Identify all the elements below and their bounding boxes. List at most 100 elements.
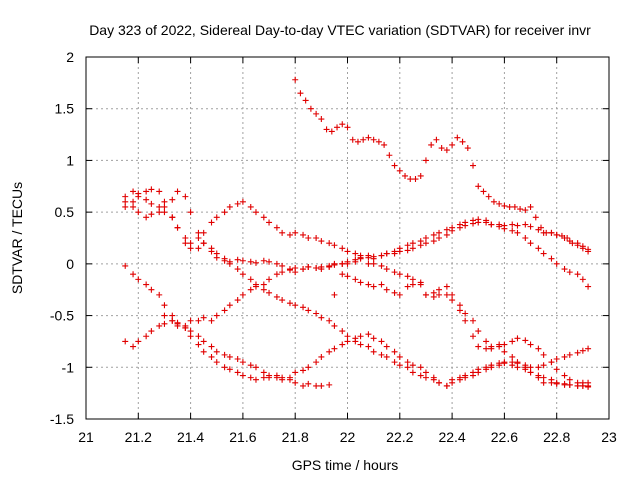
data-point [483,345,490,352]
data-point [470,333,477,340]
data-point [449,376,456,383]
data-point [247,203,254,210]
y-axis-label: SDTVAR / TECUs [9,182,25,294]
data-point [540,379,547,386]
data-point [462,222,469,229]
data-point [135,276,142,283]
data-point [208,317,215,324]
data-point [169,317,176,324]
data-point [326,317,333,324]
data-point [456,224,463,231]
data-point [326,381,333,388]
data-point [422,291,429,298]
data-point [496,223,503,230]
data-point [313,264,320,271]
data-point [365,331,372,338]
data-point [391,269,398,276]
data-point [182,235,189,241]
data-point [422,240,429,247]
data-point [449,291,456,298]
series-B [122,186,592,386]
data-point [365,134,372,141]
data-point [313,382,320,389]
data-point [402,172,409,179]
data-point [252,281,259,288]
data-point [404,364,411,371]
data-point [354,138,361,145]
data-point [266,372,273,379]
data-point [527,369,534,376]
data-point [208,343,215,350]
data-point [566,351,573,358]
data-point [182,240,189,247]
data-point [579,276,586,283]
data-point [182,193,189,200]
data-point [357,279,364,286]
data-point [585,345,592,352]
data-point [438,145,445,152]
data-point [436,235,443,241]
data-point [135,190,142,197]
x-tick-label: 21 [78,429,94,445]
data-point [328,128,335,135]
data-point [496,341,503,348]
y-tick-label: 1 [66,152,74,168]
data-point [195,235,202,241]
data-point [496,200,503,207]
data-point [509,353,516,360]
data-point [475,343,482,350]
data-point [436,286,443,293]
data-point [443,147,450,154]
data-point [239,291,246,298]
data-point [221,364,228,371]
data-point [221,209,228,216]
data-point [370,283,377,290]
data-point [208,219,215,226]
data-point [260,374,267,381]
data-point [143,333,150,340]
data-point [485,193,492,200]
data-point [273,271,280,278]
data-point [522,235,529,241]
data-point [273,260,280,267]
data-point [378,252,385,259]
data-point [417,279,424,286]
data-point [535,345,542,352]
data-point [122,203,129,210]
data-point [318,238,325,245]
data-point [506,203,513,210]
data-point [383,343,390,350]
data-point [344,338,351,345]
data-point [422,369,429,376]
data-point [286,374,293,381]
series-G [122,188,592,390]
data-point [509,221,516,228]
data-point [130,271,137,278]
data-point [326,262,333,269]
data-point [292,229,299,236]
data-point [386,152,393,159]
data-point [349,136,356,143]
data-point [122,193,129,200]
data-point [548,376,555,383]
data-point [302,97,309,104]
data-point [585,383,592,390]
data-point [213,312,220,319]
data-point [522,207,529,214]
data-point [501,202,508,209]
data-point [443,283,450,290]
data-point [143,188,150,195]
data-point [286,231,293,238]
data-point [252,209,259,216]
data-point [174,224,181,231]
data-point [300,367,307,374]
x-tick-label: 21.6 [229,429,256,445]
data-point [462,317,469,324]
data-point [409,369,416,376]
data-point [391,162,398,169]
data-point [305,380,312,387]
data-point [540,374,547,381]
data-point [313,235,320,241]
data-point [213,250,220,257]
data-point [187,317,194,324]
